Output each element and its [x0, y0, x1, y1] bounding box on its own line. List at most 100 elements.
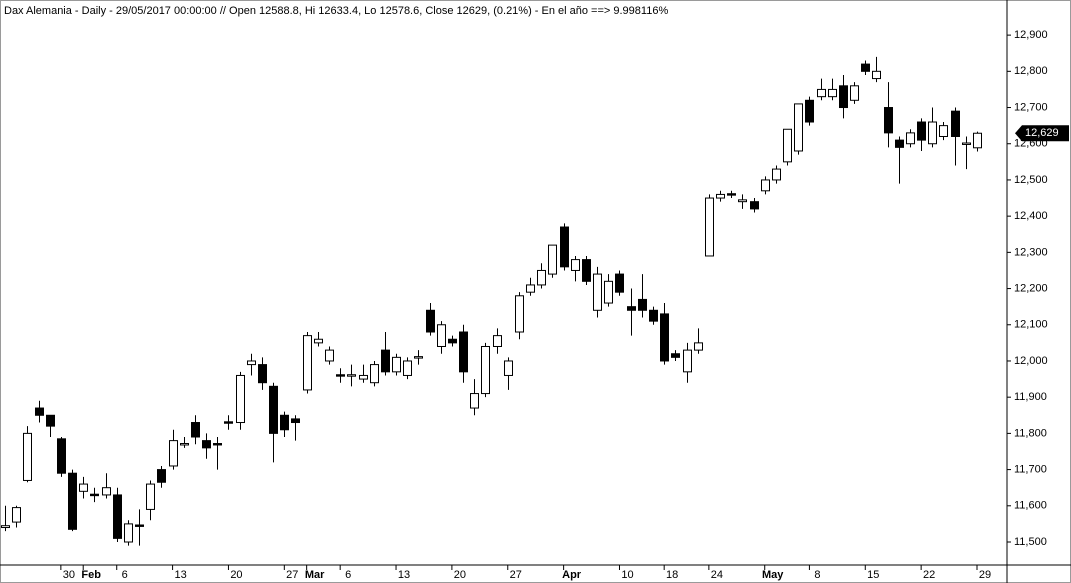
candle-body: [79, 483, 88, 492]
candle-body: [169, 440, 178, 467]
candle-body: [224, 421, 233, 424]
candle-body: [895, 139, 904, 148]
candle-body: [291, 418, 300, 424]
chart-title: Dax Alemania - Daily - 29/05/2017 00:00:…: [4, 5, 668, 17]
candle-body: [481, 345, 490, 395]
candle-body: [124, 523, 133, 543]
last-price-marker: [1015, 125, 1069, 142]
candle-body: [336, 374, 345, 377]
x-tick-label: 29: [979, 569, 991, 581]
candle-body: [414, 356, 423, 359]
candle-body: [493, 335, 502, 347]
x-tick-label: 6: [345, 569, 351, 581]
candle-body: [548, 244, 557, 275]
candle-body: [191, 422, 200, 438]
candle-body: [951, 110, 960, 137]
x-tick-label: 24: [711, 569, 723, 581]
candle-body: [437, 324, 446, 347]
candle-body: [727, 193, 736, 196]
y-tick-label: 12,300: [1014, 246, 1048, 258]
candle-body: [928, 121, 937, 145]
candle-body: [35, 407, 44, 416]
candle-body: [861, 63, 870, 72]
x-tick-label: May: [762, 569, 784, 581]
candle-body: [23, 432, 32, 481]
candle-body: [805, 99, 814, 123]
y-tick-label: 11,700: [1014, 463, 1047, 475]
y-tick-label: 11,500: [1014, 536, 1047, 548]
x-tick-label: Apr: [562, 569, 582, 581]
y-tick-label: 12,200: [1014, 282, 1048, 294]
y-tick-label: 12,000: [1014, 355, 1048, 367]
candle-body: [68, 472, 77, 530]
candle-body: [12, 507, 21, 523]
candle-body: [705, 197, 714, 257]
y-tick-label: 11,600: [1014, 500, 1047, 512]
candle-body: [57, 438, 66, 474]
y-tick-label: 12,500: [1014, 174, 1048, 186]
candle-body: [46, 414, 55, 427]
candle-body: [906, 132, 915, 145]
y-tick-label: 11,800: [1014, 427, 1047, 439]
candle-body: [884, 107, 893, 134]
candle-body: [638, 298, 647, 311]
candle-body: [694, 342, 703, 351]
candle-body: [258, 364, 267, 384]
candle-body: [403, 360, 412, 376]
candle-body: [392, 356, 401, 373]
candle-body: [426, 309, 435, 333]
candle-body: [671, 353, 680, 358]
candle-body: [236, 374, 245, 424]
candle-body: [359, 374, 368, 380]
candle-body: [627, 306, 636, 311]
y-tick-label: 12,400: [1014, 210, 1048, 222]
candle-body: [794, 103, 803, 152]
candle-body: [939, 125, 948, 137]
x-tick-label: Mar: [305, 569, 325, 581]
candle-body: [526, 284, 535, 293]
candle-body: [772, 168, 781, 181]
candle-body: [303, 335, 312, 391]
candle-body: [370, 364, 379, 384]
candle-body: [593, 273, 602, 311]
y-tick-label: 11,900: [1014, 391, 1047, 403]
candle-body: [470, 393, 479, 409]
candle-body: [459, 331, 468, 373]
candle-body: [604, 280, 613, 304]
x-tick-label: 20: [230, 569, 242, 581]
candle-body: [515, 295, 524, 333]
candle-body: [582, 259, 591, 282]
candle-body: [213, 443, 222, 446]
candle-body: [850, 85, 859, 101]
candle-body: [381, 349, 390, 373]
candle-body: [102, 487, 111, 496]
x-tick-label: 22: [923, 569, 935, 581]
x-tick-label: 27: [286, 569, 298, 581]
x-tick-label: 8: [814, 569, 820, 581]
candle-body: [314, 338, 323, 344]
y-tick-label: 12,700: [1014, 101, 1048, 113]
candle-body: [448, 338, 457, 344]
candle-body: [146, 483, 155, 510]
last-price-label: 12,629: [1025, 127, 1059, 139]
candle-body: [872, 70, 881, 80]
candle-body: [683, 349, 692, 373]
candle-body: [325, 349, 334, 362]
x-tick-label: 27: [510, 569, 522, 581]
candle-body: [973, 132, 982, 149]
candle-body: [347, 374, 356, 377]
candle-body: [269, 385, 278, 434]
candle-body: [537, 269, 546, 286]
candle-body: [716, 193, 725, 199]
candle-body: [828, 88, 837, 98]
candle-body: [615, 273, 624, 293]
candle-body: [571, 259, 580, 271]
candle-body: [157, 469, 166, 483]
candle-body: [113, 494, 122, 539]
candle-body: [649, 309, 658, 322]
candle-body: [135, 524, 144, 527]
candle-body: [180, 443, 189, 446]
candle-body: [839, 85, 848, 109]
